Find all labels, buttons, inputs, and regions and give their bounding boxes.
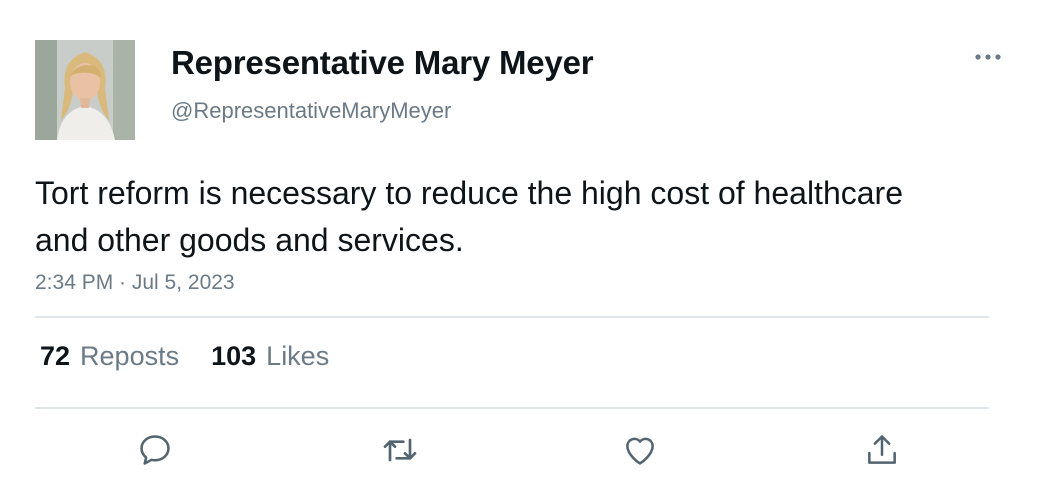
author-display-name[interactable]: Representative Mary Meyer: [171, 44, 594, 81]
divider: [35, 316, 989, 318]
heart-icon: [626, 437, 654, 465]
repost-icon: [383, 438, 417, 462]
more-options-button[interactable]: [968, 44, 1008, 70]
share-icon: [868, 435, 896, 464]
like-button[interactable]: [620, 430, 660, 470]
engagement-stats: 72 Reposts 103 Likes: [40, 341, 329, 372]
more-horizontal-icon: [975, 54, 1001, 60]
reply-icon: [140, 435, 170, 465]
avatar-photo: [35, 40, 135, 140]
likes-label: Likes: [266, 341, 330, 371]
reposts-count: 72: [40, 341, 71, 371]
author-handle[interactable]: @RepresentativeMaryMeyer: [171, 98, 452, 123]
avatar[interactable]: [35, 40, 135, 140]
reply-button[interactable]: [135, 430, 175, 470]
repost-button[interactable]: [380, 430, 420, 470]
tweet-text: Tort reform is necessary to reduce the h…: [35, 175, 903, 258]
reposts-label: Reposts: [80, 341, 180, 371]
share-button[interactable]: [862, 430, 902, 470]
divider: [35, 407, 989, 409]
likes-count: 103: [211, 341, 257, 371]
tweet-timestamp[interactable]: 2:34 PM · Jul 5, 2023: [35, 271, 235, 294]
reposts-stat[interactable]: 72 Reposts: [40, 341, 179, 372]
likes-stat[interactable]: 103 Likes: [211, 341, 329, 372]
